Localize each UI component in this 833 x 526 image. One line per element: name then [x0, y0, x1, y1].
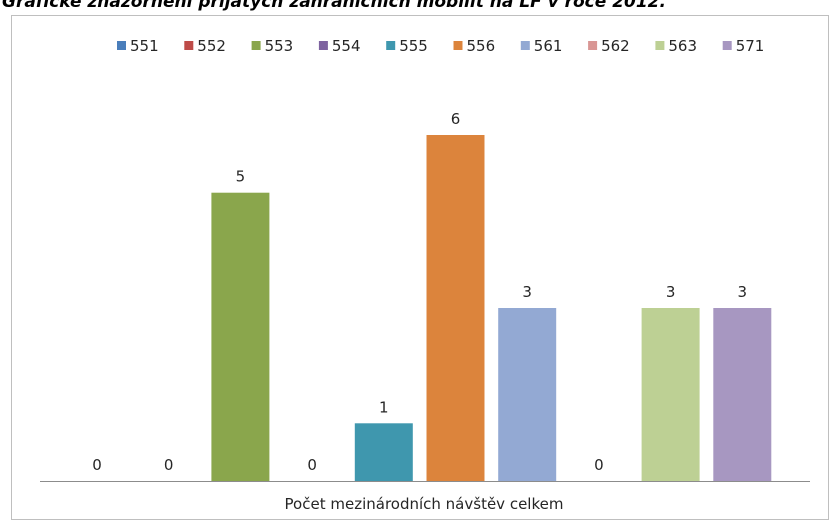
legend-label-552: 552 [197, 37, 226, 55]
bar-571 [713, 308, 772, 481]
legend-label-555: 555 [399, 37, 428, 55]
data-label-561: 3 [522, 283, 532, 301]
bar-556 [426, 135, 485, 481]
legend: 551 552 553 554 555 556 561 562 563 571 [117, 37, 764, 55]
legend-swatch-554 [318, 41, 328, 50]
bar-555 [354, 423, 413, 481]
legend-label-562: 562 [601, 37, 630, 55]
legend-label-553: 553 [265, 37, 294, 55]
category-label: Počet mezinárodních návštěv celkem [285, 495, 564, 513]
bars [211, 135, 772, 481]
data-label-556: 6 [451, 110, 461, 128]
legend-swatch-563 [655, 41, 665, 50]
legend-label-561: 561 [534, 37, 563, 55]
chart-title: Grafické znázornění přijatých zahraniční… [2, 0, 666, 12]
legend-swatch-555 [386, 41, 396, 50]
bar-553 [211, 192, 270, 481]
legend-label-571: 571 [736, 37, 765, 55]
legend-label-556: 556 [467, 37, 496, 55]
legend-swatch-552 [184, 41, 194, 50]
legend-label-563: 563 [668, 37, 697, 55]
chart-frame [11, 15, 829, 520]
legend-swatch-553 [251, 41, 261, 50]
data-label-555: 1 [379, 398, 389, 416]
legend-label-554: 554 [332, 37, 361, 55]
data-label-571: 3 [738, 283, 748, 301]
data-label-562: 0 [594, 456, 604, 474]
data-label-554: 0 [307, 456, 317, 474]
legend-swatch-571 [722, 41, 732, 50]
data-label-553: 5 [236, 168, 246, 186]
legend-label-551: 551 [130, 37, 159, 55]
value-labels: 0 0 5 0 1 6 3 0 3 3 [92, 110, 747, 474]
data-label-551: 0 [92, 456, 102, 474]
data-label-563: 3 [666, 283, 676, 301]
legend-swatch-556 [453, 41, 463, 50]
legend-swatch-561 [520, 41, 530, 50]
data-label-552: 0 [164, 456, 174, 474]
bar-563 [641, 308, 700, 481]
legend-swatch-551 [117, 41, 126, 50]
legend-swatch-562 [588, 41, 598, 50]
bar-561 [498, 308, 557, 481]
